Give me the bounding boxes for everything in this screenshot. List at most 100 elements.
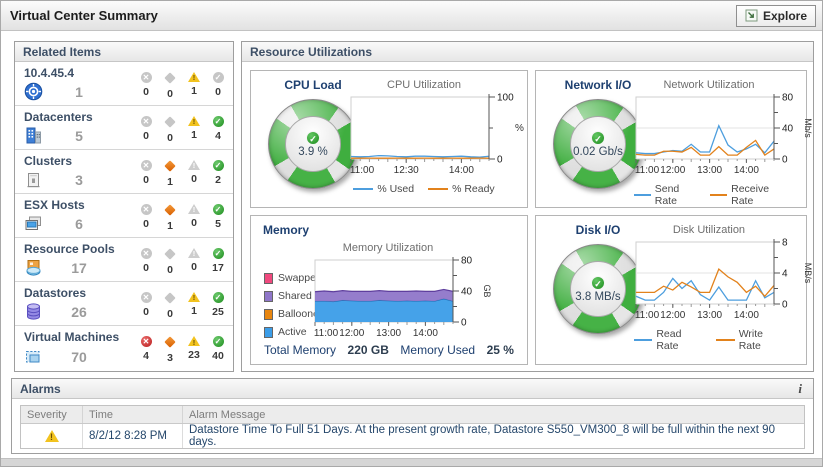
network-utilization-chart[interactable]: Network Utilization 0 40 80 11:00 12:00 13:00… [634,79,813,207]
status-fatal[interactable]: ✕ 0 [138,203,154,232]
status-warning[interactable]: ! 23 [186,336,202,364]
status-fatal[interactable]: ✕ 0 [138,71,154,100]
network-io-quadrant: Network I/O ✓ 0.02 Gb/s Network Utilizat… [535,70,813,208]
legend-item: Write Rate [716,328,784,352]
status-critical[interactable]: 0 [162,71,178,100]
alarms-table: Severity Time Alarm Message ! 8/2/12 8:2… [20,405,805,449]
cpu-gauge-value: 3.9 % [298,145,328,158]
alarm-message: Datastore Time To Full 51 Days. At the p… [189,424,775,448]
cpu-utilization-chart[interactable]: CPU Utilization 0 100 11:00 12:30 14:00% % U… [349,79,527,195]
explore-button[interactable]: Explore [735,4,816,27]
status-critical[interactable]: 0 [162,247,178,276]
alarm-time: 8/2/12 8:28 PM [83,424,183,448]
status-warning[interactable]: ! 0 [186,159,202,188]
status-normal[interactable]: ✓ 17 [210,247,226,276]
status-count: 0 [167,307,173,320]
normal-status-icon: ✓ [212,115,224,127]
svg-text:80: 80 [782,93,794,104]
svg-text:11:00: 11:00 [635,310,660,321]
normal-status-icon: ✓ [212,159,224,171]
status-critical[interactable]: 3 [162,336,178,364]
related-item-row[interactable]: 10.4.45.4 1 ✕ 0 0! 1 ✓ 0 [15,62,233,106]
related-item-row[interactable]: Resource Pools 17 ✕ 0 0! 0 ✓ 17 [15,238,233,282]
total-memory-value: 220 GB [347,343,389,357]
normal-status-icon: ✓ [212,203,224,215]
related-item-row[interactable]: Datastores 26 ✕ 0 0 ! 1 ✓ 25 [15,282,233,326]
warning-icon: ! [44,430,59,442]
status-fatal[interactable]: ✕ 0 [138,115,154,144]
status-normal[interactable]: ✓ 4 [210,115,226,144]
normal-status-icon: ✓ [212,291,224,303]
memory-utilization-chart[interactable]: Memory Utilization 0 40 80 11:00 12:00 13:00 1… [313,242,492,345]
status-normal[interactable]: ✓ 2 [210,159,226,188]
alarm-row[interactable]: ! 8/2/12 8:28 PM Datastore Time To Full … [21,424,804,448]
related-item-row[interactable]: ESX Hosts 6 ✕ 0 1! 0 ✓ 5 [15,194,233,238]
related-item-row[interactable]: Clusters 3 ✕ 0 1! 0 ✓ 2 [15,150,233,194]
status-group: ✕ 0 0 ! 1 ✓ 25 [138,290,226,320]
status-warning[interactable]: ! 1 [186,115,202,144]
svg-text:12:00: 12:00 [660,165,685,176]
disk-io-quadrant: Disk I/O ✓ 3.8 MB/s Disk Utilization 0 4 8… [535,215,813,365]
status-warning[interactable]: ! 1 [186,291,202,320]
status-critical[interactable]: 1 [162,203,178,232]
alarms-panel: Alarms i Severity Time Alarm Message ! 8… [11,378,814,454]
legend-label: Receive Rate [731,183,770,207]
svg-text:4: 4 [782,269,788,280]
warning-status-icon: ! [188,71,200,82]
esx-host-icon [24,214,46,233]
normal-status-icon: ✓ [591,275,605,290]
status-critical[interactable]: 1 [162,159,178,188]
status-critical[interactable]: 0 [162,115,178,144]
critical-status-icon [164,115,176,128]
svg-text:40: 40 [782,124,794,135]
legend-item: % Used [353,183,414,195]
chart-legend: % Used % Ready [349,183,499,195]
status-count: 0 [143,217,149,230]
status-count: 23 [188,349,200,361]
related-item-name: Datastores [24,286,87,300]
status-fatal[interactable]: ✕ 0 [138,247,154,276]
fatal-status-icon: ✕ [140,159,152,171]
chart-title: Network Utilization [663,79,755,91]
svg-text:%: % [515,123,524,134]
chart-title: Disk Utilization [672,224,746,236]
related-item-name: Resource Pools [24,242,115,256]
status-normal[interactable]: ✓ 25 [210,291,226,320]
legend-label: Read Rate [656,328,682,352]
alarm-severity-cell: ! [21,424,83,448]
legend-item: Swapped [264,272,325,284]
disk-io-gauge[interactable]: ✓ 3.8 MB/s [553,244,643,334]
legend-line-swatch [634,194,651,196]
status-fatal[interactable]: ✕ 0 [138,159,154,188]
info-icon[interactable]: i [798,380,802,396]
status-normal[interactable]: ✓ 0 [210,71,226,100]
related-item-count: 70 [71,348,87,365]
status-fatal[interactable]: ✕ 4 [138,336,154,364]
svg-text:14:00: 14:00 [449,165,474,176]
svg-text:40: 40 [461,287,473,298]
network-gauge-face: ✓ 0.02 Gb/s [570,116,626,172]
cluster-icon [24,170,46,189]
status-normal[interactable]: ✓ 40 [210,336,226,364]
related-item-row[interactable]: Virtual Machines 70 ✕ 4 3! 23 ✓ 40 [15,326,233,370]
svg-text:13:00: 13:00 [376,328,401,339]
cpu-load-gauge[interactable]: ✓ 3.9 % [268,99,358,189]
status-warning[interactable]: ! 1 [186,71,202,100]
related-item-row[interactable]: Datacenters 5 ✕ 0 0! 1 ✓ 4 [15,106,233,150]
column-severity: Severity [21,406,83,423]
status-normal[interactable]: ✓ 5 [210,203,226,232]
status-count: 1 [191,304,197,317]
legend-label: Shared [278,290,312,302]
disk-gauge-value: 3.8 MB/s [575,290,621,303]
disk-utilization-chart[interactable]: Disk Utilization 0 4 8 11:00 12:00 13:00 14:00… [634,224,813,352]
status-warning[interactable]: ! 0 [186,203,202,232]
status-warning[interactable]: ! 0 [186,247,202,276]
network-io-gauge[interactable]: ✓ 0.02 Gb/s [553,99,643,189]
related-item-count: 26 [71,303,87,320]
related-item-name: ESX Hosts [24,198,85,212]
status-fatal[interactable]: ✕ 0 [138,291,154,320]
normal-status-icon: ✓ [212,336,224,347]
status-critical[interactable]: 0 [162,291,178,320]
resource-utilizations-header: Resource Utilizations [242,42,813,62]
page-title: Virtual Center Summary [10,8,158,23]
